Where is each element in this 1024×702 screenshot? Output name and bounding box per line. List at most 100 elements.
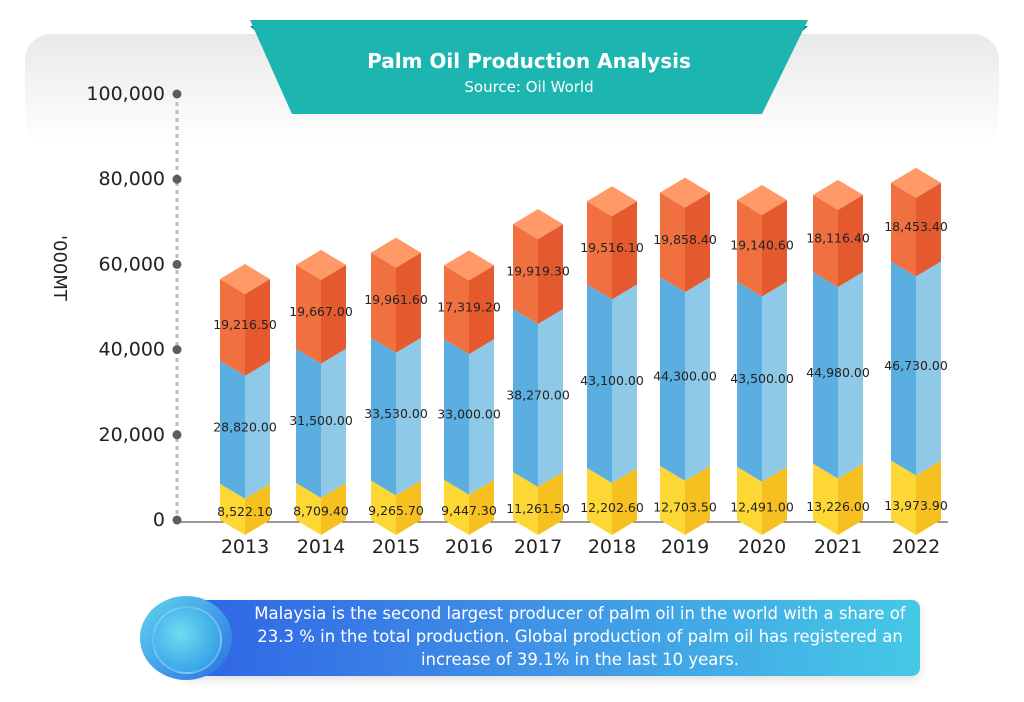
callout-text: Malaysia is the second largest producer … [254, 604, 906, 669]
bar-segment-left [513, 472, 538, 535]
data-label: 19,667.00 [289, 304, 353, 319]
x-tick-label: 2018 [588, 536, 636, 558]
bar-segment-left [891, 460, 916, 535]
x-tick-label: 2016 [445, 536, 493, 558]
data-label: 19,216.50 [213, 317, 277, 332]
y-tick-dot [172, 515, 182, 525]
bar-top-cap [513, 209, 563, 240]
bar-segment-right [469, 265, 494, 355]
y-tick-label: 80,000 [99, 168, 165, 190]
x-tick-label: 2013 [221, 536, 269, 558]
bar-segment-right [762, 281, 787, 482]
y-tick-dot [172, 345, 182, 355]
y-tick-label: 20,000 [99, 424, 165, 446]
bar-segment-left [444, 265, 469, 355]
bar-segment-right [916, 460, 941, 535]
bar-top-cap [813, 179, 863, 210]
chart-subtitle: Source: Oil World [464, 78, 593, 96]
x-tick-label: 2017 [514, 536, 562, 558]
data-label: 17,319.20 [437, 299, 501, 314]
bar-segment-right [245, 279, 270, 376]
bar-top-cap [891, 167, 941, 198]
bar-segment-right [838, 272, 863, 479]
bar-top-cap [444, 250, 494, 281]
data-label: 43,100.00 [580, 373, 644, 388]
title-banner [250, 20, 808, 114]
data-label: 46,730.00 [884, 358, 948, 373]
bar-segment-right [538, 224, 563, 324]
x-tick-label: 2019 [661, 536, 709, 558]
bar-segment-left [513, 308, 538, 488]
bar-segment-left [891, 261, 916, 476]
data-label: 19,516.10 [580, 240, 644, 255]
bar-segment-right [838, 463, 863, 535]
bar-segment-right [612, 201, 637, 300]
bar-segment-left [220, 279, 245, 376]
x-tick-label: 2020 [738, 536, 786, 558]
data-label: 13,226.00 [806, 499, 870, 514]
bar-segment-left [737, 466, 762, 535]
bar-segment-right [612, 468, 637, 535]
data-label: 44,300.00 [653, 369, 717, 384]
x-tick-label: 2022 [892, 536, 940, 558]
bar-segment-left [444, 479, 469, 535]
bar-segment-right [538, 472, 563, 535]
data-label: 9,447.30 [441, 503, 497, 518]
x-tick-label: 2021 [814, 536, 862, 558]
chart-title: Palm Oil Production Analysis [367, 49, 691, 73]
bar-segment-right [916, 261, 941, 476]
bar-segment-right [245, 483, 270, 535]
data-label: 8,709.40 [293, 504, 349, 519]
bar-segment-right [685, 277, 710, 481]
data-label: 11,261.50 [506, 501, 570, 516]
bar-segment-left [220, 483, 245, 535]
y-tick-dot [172, 430, 182, 440]
bar-segment-right [396, 480, 421, 535]
y-tick-label: 0 [153, 509, 165, 531]
callout-circle-icon [140, 596, 232, 680]
bar-segment-left [587, 201, 612, 300]
bar-top-cap [371, 237, 421, 268]
bar-segment-right [838, 194, 863, 288]
bar-segment-right [685, 465, 710, 535]
bar-segment-left [660, 192, 685, 293]
data-label: 19,140.60 [730, 238, 794, 253]
data-label: 18,116.40 [806, 230, 870, 245]
bar-segment-right [916, 182, 941, 277]
bar-segment-left [220, 360, 245, 499]
y-tick-dot [172, 259, 182, 269]
bar-segment-left [660, 465, 685, 535]
bar-segment-left [813, 272, 838, 479]
bar-segment-right [538, 308, 563, 488]
bar-segment-left [296, 264, 321, 364]
bar-segment-right [245, 360, 270, 499]
bar-segment-left [660, 277, 685, 481]
x-tick-label: 2014 [297, 536, 345, 558]
data-label: 13,973.90 [884, 498, 948, 513]
info-callout: Malaysia is the second largest producer … [140, 596, 922, 680]
bar-segment-left [371, 480, 396, 535]
bar-top-cap [296, 249, 346, 280]
data-label: 33,530.00 [364, 406, 428, 421]
x-tick-label: 2015 [372, 536, 420, 558]
data-label: 12,491.00 [730, 500, 794, 515]
bar-segment-left [296, 348, 321, 498]
data-label: 9,265.70 [368, 503, 424, 518]
bar-segment-left [444, 339, 469, 495]
bar-segment-right [321, 264, 346, 364]
bar-segment-right [762, 199, 787, 297]
bar-segment-right [396, 337, 421, 496]
data-label: 19,858.40 [653, 232, 717, 247]
bar-segment-left [813, 463, 838, 535]
y-tick-dot [172, 89, 182, 99]
bar-segment-left [813, 194, 838, 288]
bar-top-cap [660, 177, 710, 208]
bar-segment-left [737, 281, 762, 482]
bar-segment-right [469, 339, 494, 495]
data-label: 18,453.40 [884, 219, 948, 234]
bar-segment-left [371, 337, 396, 496]
bar-top-cap [737, 184, 787, 215]
callout-banner [180, 600, 920, 676]
data-label: 33,000.00 [437, 406, 501, 421]
